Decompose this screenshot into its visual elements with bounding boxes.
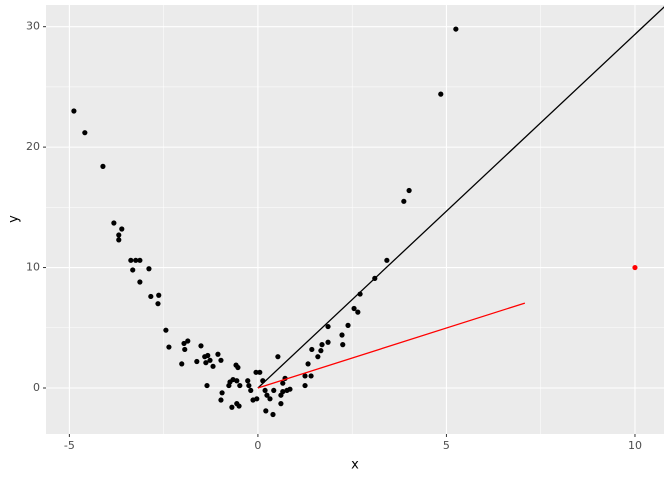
point	[181, 340, 187, 347]
point	[280, 380, 286, 386]
point	[179, 361, 185, 367]
point	[245, 378, 251, 384]
point	[406, 187, 412, 194]
point	[280, 389, 286, 395]
point	[271, 387, 277, 394]
point	[205, 352, 211, 359]
y-tick-label: 30	[26, 20, 40, 33]
x-tick-label: 10	[628, 439, 642, 452]
point	[319, 342, 325, 348]
point	[302, 382, 308, 389]
point	[339, 332, 345, 338]
point	[453, 26, 459, 32]
marks	[71, 6, 664, 418]
point	[137, 279, 143, 285]
point	[166, 344, 172, 350]
point	[100, 163, 106, 169]
y-tick-label: 0	[33, 381, 40, 394]
point	[318, 348, 324, 354]
point	[340, 342, 346, 348]
labels: -5 0 5 10 0 10 20 30	[26, 20, 642, 452]
point	[130, 267, 136, 273]
point	[218, 357, 224, 363]
point	[305, 361, 311, 367]
point	[262, 387, 268, 394]
point	[71, 108, 77, 114]
point	[308, 373, 314, 379]
point	[218, 397, 224, 403]
point	[215, 351, 221, 357]
point	[182, 346, 188, 353]
x-tick-label: -5	[64, 439, 75, 452]
point	[351, 305, 357, 312]
point	[384, 257, 390, 263]
line	[257, 302, 526, 389]
point	[315, 354, 321, 360]
point	[219, 390, 225, 396]
point	[309, 346, 315, 353]
point	[119, 226, 125, 232]
y-axis-title: y	[7, 215, 22, 223]
point	[203, 360, 209, 366]
point	[254, 396, 260, 402]
point	[229, 404, 235, 410]
point	[137, 257, 143, 263]
point	[257, 369, 263, 375]
point	[253, 369, 259, 375]
point	[82, 130, 88, 136]
point	[163, 327, 169, 333]
point	[155, 301, 161, 307]
point	[235, 364, 241, 371]
point	[345, 322, 351, 328]
point	[236, 403, 242, 409]
point	[156, 292, 162, 298]
point	[116, 232, 122, 238]
point	[237, 382, 243, 389]
point	[198, 343, 204, 349]
x-tick-label: 5	[443, 439, 450, 452]
point	[270, 411, 276, 418]
point	[267, 396, 273, 402]
point	[275, 354, 281, 360]
x-axis-title: x	[351, 458, 359, 473]
point	[325, 339, 331, 345]
point	[116, 237, 122, 243]
point	[278, 401, 284, 407]
point	[194, 358, 200, 365]
line	[257, 6, 664, 389]
point	[111, 220, 117, 226]
point	[401, 198, 407, 204]
x-tick-label: 0	[254, 439, 261, 452]
point	[185, 338, 191, 344]
point	[246, 382, 252, 389]
y-tick-label: 20	[26, 140, 40, 153]
point	[355, 309, 361, 315]
point	[302, 373, 308, 379]
plot-panel	[46, 5, 664, 434]
point	[263, 408, 269, 414]
point	[146, 266, 152, 272]
point	[226, 382, 232, 389]
point	[207, 357, 213, 363]
point	[325, 323, 331, 330]
point	[210, 363, 216, 369]
point	[204, 382, 210, 389]
point	[248, 387, 254, 394]
point	[438, 91, 444, 97]
point	[148, 293, 154, 300]
point	[632, 264, 638, 271]
point	[234, 378, 240, 384]
point	[287, 386, 293, 392]
point	[133, 257, 139, 263]
point	[128, 257, 134, 263]
point	[264, 392, 270, 398]
y-tick-label: 10	[26, 261, 40, 274]
